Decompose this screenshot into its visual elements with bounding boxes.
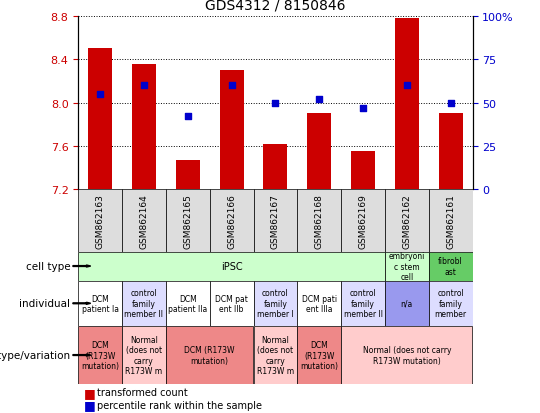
Text: control
family
member I: control family member I xyxy=(257,289,294,318)
Bar xyxy=(341,190,385,252)
Bar xyxy=(429,252,472,281)
Text: Normal
(does not
carry
R173W m: Normal (does not carry R173W m xyxy=(257,335,294,375)
Point xyxy=(315,97,323,103)
Bar xyxy=(385,252,429,281)
Text: genotype/variation: genotype/variation xyxy=(0,350,70,360)
Text: control
family
member: control family member xyxy=(435,289,467,318)
Bar xyxy=(78,326,122,384)
Text: GSM862169: GSM862169 xyxy=(359,194,368,248)
Text: GSM862168: GSM862168 xyxy=(315,194,323,248)
Bar xyxy=(166,326,253,384)
Bar xyxy=(351,152,375,190)
Bar xyxy=(78,281,122,326)
Text: DCM
(R173W
mutation): DCM (R173W mutation) xyxy=(81,340,119,370)
Text: percentile rank within the sample: percentile rank within the sample xyxy=(97,400,262,410)
Bar xyxy=(220,71,244,190)
Bar xyxy=(122,326,166,384)
Point xyxy=(446,100,455,107)
Point xyxy=(140,83,149,89)
Text: control
family
member II: control family member II xyxy=(125,289,164,318)
Text: cell type: cell type xyxy=(25,261,70,271)
Bar xyxy=(210,281,253,326)
Text: GSM862162: GSM862162 xyxy=(402,194,411,248)
Text: Normal
(does not
carry
R173W m: Normal (does not carry R173W m xyxy=(125,335,163,375)
Bar xyxy=(298,190,341,252)
Bar xyxy=(438,114,463,190)
Bar xyxy=(78,252,385,281)
Text: DCM pati
ent IIIa: DCM pati ent IIIa xyxy=(302,294,337,313)
Bar xyxy=(307,114,331,190)
Point xyxy=(359,105,367,112)
Text: GDS4312 / 8150846: GDS4312 / 8150846 xyxy=(205,0,346,12)
Bar xyxy=(253,326,298,384)
Bar xyxy=(298,281,341,326)
Bar xyxy=(122,190,166,252)
Text: DCM (R173W
mutation): DCM (R173W mutation) xyxy=(185,346,235,365)
Point xyxy=(271,100,280,107)
Point xyxy=(96,91,105,98)
Bar xyxy=(88,49,112,190)
Bar xyxy=(264,145,287,190)
Point xyxy=(402,83,411,89)
Bar xyxy=(385,281,429,326)
Text: iPSC: iPSC xyxy=(221,261,242,271)
Bar xyxy=(341,326,472,384)
Text: GSM862167: GSM862167 xyxy=(271,194,280,248)
Bar xyxy=(78,190,122,252)
Text: GSM862163: GSM862163 xyxy=(96,194,105,248)
Bar xyxy=(166,281,210,326)
Bar xyxy=(253,281,298,326)
Text: DCM
patient IIa: DCM patient IIa xyxy=(168,294,207,313)
Text: n/a: n/a xyxy=(401,299,413,308)
Text: transformed count: transformed count xyxy=(97,387,188,397)
Bar xyxy=(210,190,253,252)
Bar xyxy=(395,19,419,190)
Point xyxy=(184,114,192,121)
Text: ■: ■ xyxy=(84,398,96,411)
Bar xyxy=(253,190,298,252)
Text: embryoni
c stem
cell: embryoni c stem cell xyxy=(389,252,425,281)
Text: GSM862165: GSM862165 xyxy=(183,194,192,248)
Bar xyxy=(166,190,210,252)
Text: DCM
patient Ia: DCM patient Ia xyxy=(82,294,119,313)
Bar xyxy=(298,326,341,384)
Bar xyxy=(341,281,385,326)
Bar xyxy=(429,281,472,326)
Bar xyxy=(132,65,156,190)
Text: fibrobl
ast: fibrobl ast xyxy=(438,257,463,276)
Text: ■: ■ xyxy=(84,386,96,399)
Text: GSM862166: GSM862166 xyxy=(227,194,236,248)
Text: control
family
member II: control family member II xyxy=(343,289,382,318)
Text: GSM862161: GSM862161 xyxy=(446,194,455,248)
Point xyxy=(227,83,236,89)
Text: DCM
(R173W
mutation): DCM (R173W mutation) xyxy=(300,340,338,370)
Bar xyxy=(385,190,429,252)
Text: GSM862164: GSM862164 xyxy=(139,194,148,248)
Text: DCM pat
ent IIb: DCM pat ent IIb xyxy=(215,294,248,313)
Text: individual: individual xyxy=(19,299,70,309)
Bar xyxy=(176,161,200,190)
Bar xyxy=(429,190,472,252)
Bar xyxy=(122,281,166,326)
Text: Normal (does not carry
R173W mutation): Normal (does not carry R173W mutation) xyxy=(362,346,451,365)
